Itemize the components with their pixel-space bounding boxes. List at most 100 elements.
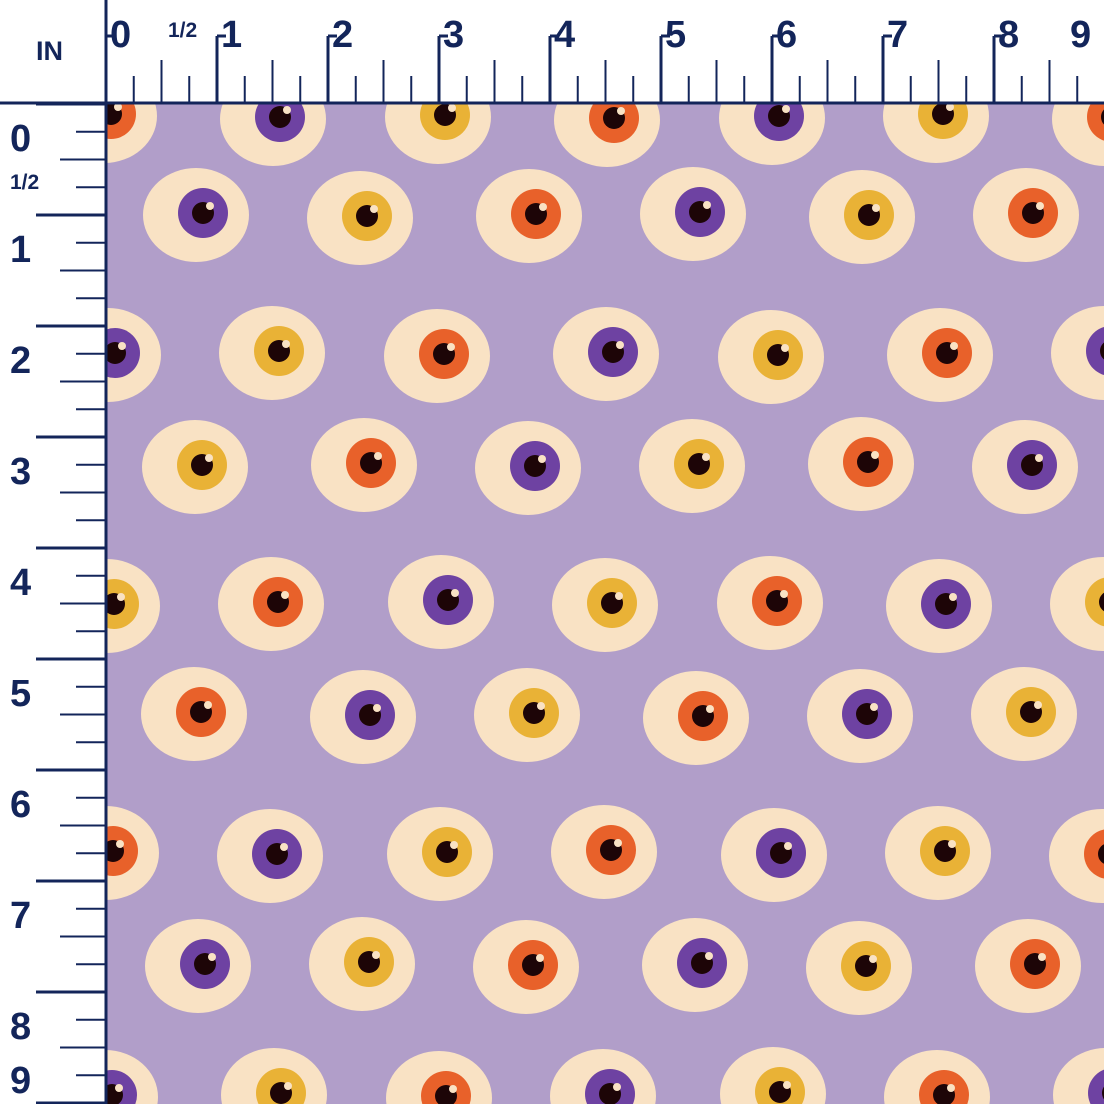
left-ruler-label-2: 2: [10, 340, 32, 382]
eye-highlight: [705, 952, 713, 960]
iris: [1084, 829, 1104, 879]
eye-highlight: [870, 703, 878, 711]
eyeball: [975, 919, 1081, 1013]
left-ruler-label-8: 8: [10, 1006, 32, 1048]
eyeball: [106, 308, 161, 402]
eyeball: [885, 806, 991, 900]
eye-highlight: [282, 340, 290, 348]
left-ruler-label-half: 1/2: [10, 171, 40, 194]
eyeball: [388, 555, 494, 649]
eyeball: [142, 420, 248, 514]
eye-highlight: [782, 105, 790, 113]
eyeball: [476, 169, 582, 263]
eye-highlight: [702, 453, 710, 461]
eyeball: [721, 808, 827, 902]
eyeball: [221, 1048, 327, 1104]
eye-highlight: [283, 106, 291, 114]
eyeball: [1052, 104, 1104, 166]
eyeball: [887, 308, 993, 402]
eye-highlight: [1036, 202, 1044, 210]
eyeball: [553, 307, 659, 401]
eyeball: [720, 1047, 826, 1104]
eye-highlight: [450, 841, 458, 849]
top-ruler-label-1: 1: [221, 14, 243, 56]
eye-highlight: [280, 843, 288, 851]
eyeball: [642, 918, 748, 1012]
eyeball: [307, 171, 413, 265]
eyeball: [106, 1050, 158, 1104]
eye-highlight: [281, 591, 289, 599]
eye-highlight: [451, 589, 459, 597]
top-ruler-label-7: 7: [887, 14, 909, 56]
eyeball: [640, 167, 746, 261]
eyeball: [217, 809, 323, 903]
eye-highlight: [614, 839, 622, 847]
eye-highlight: [205, 454, 213, 462]
iris: [1085, 577, 1104, 627]
eye-highlight: [706, 705, 714, 713]
top-ruler-label-5: 5: [665, 14, 687, 56]
pupil: [1099, 592, 1104, 612]
eye-highlight: [613, 1083, 621, 1091]
eye-highlight: [374, 452, 382, 460]
eye-highlight: [448, 104, 456, 112]
eyeball: [973, 168, 1079, 262]
eye-highlight: [784, 842, 792, 850]
eyeball: [551, 805, 657, 899]
left-ruler-label-6: 6: [10, 784, 32, 826]
eyeball: [809, 170, 915, 264]
eyeball: [473, 920, 579, 1014]
iris: [1087, 104, 1104, 141]
eyeball: [387, 807, 493, 901]
pupil: [1098, 844, 1104, 864]
eyeball: [807, 669, 913, 763]
eye-highlight: [869, 955, 877, 963]
eyeball: [718, 310, 824, 404]
left-ruler-label-9: 9: [10, 1060, 32, 1102]
eye-highlight: [949, 593, 957, 601]
eye-highlight: [538, 455, 546, 463]
eyeball: [717, 556, 823, 650]
eye-highlight: [117, 593, 125, 601]
eye-highlight: [536, 954, 544, 962]
eyeball: [219, 306, 325, 400]
top-ruler-label-2: 2: [332, 14, 354, 56]
sclera: [1051, 306, 1104, 400]
eye-highlight: [537, 702, 545, 710]
eyeball: [643, 671, 749, 765]
left-ruler-label-1: 1: [10, 229, 32, 271]
eyeball: [886, 559, 992, 653]
eyeball: [639, 419, 745, 513]
eyeball: [141, 667, 247, 761]
eyeball: [106, 104, 157, 163]
eye-highlight: [781, 344, 789, 352]
eyeball: [552, 558, 658, 652]
eye-highlight: [947, 1084, 955, 1092]
eye-highlight: [1038, 953, 1046, 961]
eye-highlight: [115, 1084, 123, 1092]
eyeball: [806, 921, 912, 1015]
left-ruler-label-4: 4: [10, 562, 32, 604]
eye-highlight: [950, 342, 958, 350]
eye-highlight: [617, 107, 625, 115]
eyeball: [1051, 306, 1104, 400]
top-ruler-label-3: 3: [443, 14, 465, 56]
eye-highlight: [703, 201, 711, 209]
eye-highlight: [946, 104, 954, 111]
eye-highlight: [871, 451, 879, 459]
eyeball: [310, 670, 416, 764]
pupil: [1100, 342, 1104, 360]
eye-highlight: [616, 341, 624, 349]
eyeball: [218, 557, 324, 651]
eye-highlight: [114, 104, 122, 111]
eyeball: [106, 806, 159, 900]
eye-highlight: [118, 342, 126, 350]
eyeball: [386, 1051, 492, 1104]
eye-highlight: [780, 590, 788, 598]
eye-highlight: [539, 203, 547, 211]
eye-highlight: [948, 840, 956, 848]
top-ruler-label-half: 1/2: [168, 19, 198, 42]
eye-highlight: [204, 701, 212, 709]
